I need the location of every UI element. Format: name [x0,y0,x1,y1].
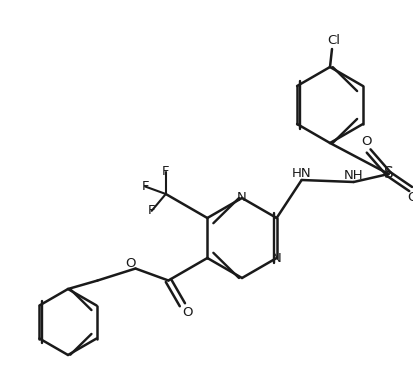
Text: HN: HN [291,167,311,181]
Text: F: F [147,204,155,217]
Text: F: F [141,180,149,193]
Text: N: N [271,251,281,264]
Text: O: O [182,306,192,319]
Text: Cl: Cl [327,34,339,47]
Text: S: S [383,167,393,181]
Text: O: O [361,136,371,149]
Text: N: N [237,192,246,204]
Text: O: O [406,192,413,204]
Text: F: F [161,165,169,179]
Text: NH: NH [343,170,363,183]
Text: O: O [125,257,135,270]
